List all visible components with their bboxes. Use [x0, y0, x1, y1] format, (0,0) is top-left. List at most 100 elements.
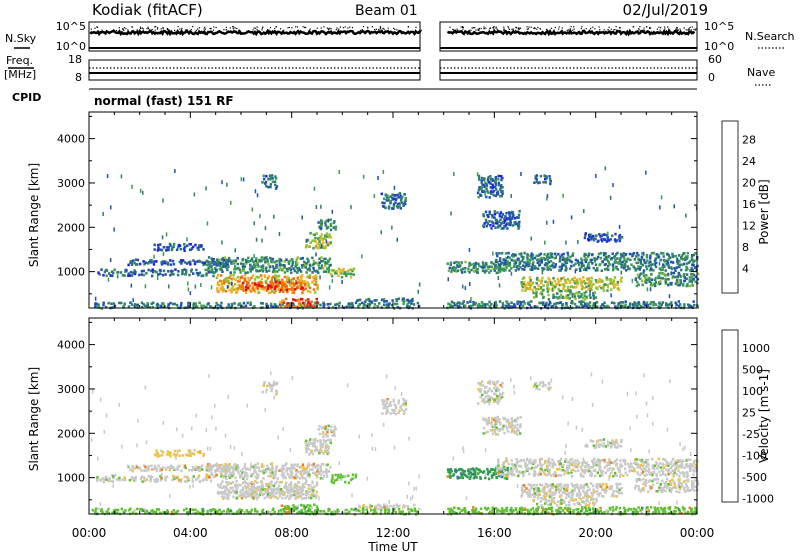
heatmap-cell: [581, 462, 584, 465]
heatmap-cell: [270, 304, 273, 308]
heatmap-cell: [270, 302, 273, 306]
heatmap-cell: [315, 447, 318, 450]
heatmap-cell: [498, 283, 501, 288]
heatmap-cell: [202, 263, 205, 267]
heatmap-cell: [387, 511, 390, 515]
heatmap-cell: [264, 260, 267, 264]
heatmap-cell: [349, 275, 353, 279]
heatmap-cell: [473, 511, 476, 514]
heatmap-cell: [287, 304, 290, 307]
heatmap-cell: [179, 304, 183, 307]
nsky-point: [309, 28, 311, 30]
heatmap-cell: [363, 303, 366, 306]
heatmap-cell: [621, 301, 625, 304]
heatmap-cell: [503, 509, 506, 512]
heatmap-cell: [227, 260, 230, 264]
heatmap-cell: [546, 268, 549, 271]
heatmap-cell: [522, 256, 525, 259]
heatmap-cell: [187, 261, 191, 264]
heatmap-cell: [387, 205, 391, 208]
heatmap-cell: [350, 268, 353, 271]
heatmap-cell: [322, 303, 325, 306]
heatmap-cell: [164, 260, 167, 264]
heatmap-cell: [512, 509, 515, 512]
heatmap-cell: [162, 246, 165, 249]
heatmap-cell: [238, 268, 241, 272]
heatmap-cell: [549, 281, 552, 286]
heatmap-cell: [251, 286, 254, 290]
heatmap-cell: [205, 473, 208, 476]
heatmap-cell: [505, 264, 508, 268]
heatmap-cell: [318, 261, 321, 264]
heatmap-cell: [237, 280, 240, 283]
heatmap-cell: [608, 506, 612, 510]
heatmap-cell: [447, 277, 449, 282]
heatmap-cell: [570, 471, 573, 474]
heatmap-cell: [395, 298, 398, 301]
heatmap-cell: [538, 260, 541, 263]
heatmap-cell: [257, 485, 260, 489]
heatmap-cell: [265, 256, 268, 259]
heatmap-cell: [261, 286, 265, 290]
heatmap-cell: [331, 476, 334, 480]
heatmap-cell: [183, 243, 186, 246]
power-ylabel: Slant Range [km]: [27, 163, 41, 267]
heatmap-cell: [489, 190, 493, 193]
heatmap-cell: [326, 235, 329, 238]
heatmap-cell: [136, 507, 139, 511]
heatmap-cell: [497, 271, 500, 274]
heatmap-cell: [612, 283, 615, 286]
heatmap-cell: [498, 214, 502, 218]
nsky-point: [212, 29, 215, 31]
heatmap-cell: [141, 306, 144, 309]
nsky-point: [316, 27, 318, 29]
heatmap-cell: [554, 265, 557, 268]
heatmap-cell: [270, 279, 273, 282]
heatmap-cell: [298, 485, 301, 489]
heatmap-cell: [605, 257, 608, 261]
nsky-point: [477, 28, 479, 30]
heatmap-cell: [446, 475, 449, 478]
heatmap-cell: [530, 256, 533, 259]
heatmap-cell: [284, 511, 287, 514]
heatmap-cell: [193, 468, 197, 471]
heatmap-cell: [298, 492, 302, 495]
heatmap-cell: [248, 488, 251, 492]
heatmap-cell: [293, 269, 297, 273]
heatmap-cell: [242, 281, 245, 285]
heatmap-cell: [270, 176, 272, 181]
heatmap-cell: [526, 260, 529, 264]
heatmap-cell: [638, 268, 641, 271]
heatmap-cell: [592, 297, 596, 300]
heatmap-cell: [413, 507, 417, 511]
heatmap-cell: [554, 474, 558, 477]
heatmap-cell: [217, 263, 220, 267]
heatmap-cell: [324, 221, 327, 224]
heatmap-cell: [329, 438, 332, 442]
heatmap-cell: [221, 463, 224, 467]
heatmap-cell: [164, 467, 168, 470]
heatmap-cell: [518, 220, 521, 224]
heatmap-cell: [245, 471, 248, 475]
heatmap-cell: [604, 252, 607, 255]
heatmap-cell: [309, 301, 312, 305]
colorbar-tick-label: 24: [742, 155, 756, 168]
heatmap-cell: [623, 510, 627, 513]
heatmap-cell: [324, 237, 327, 240]
heatmap-cell: [528, 461, 531, 464]
heatmap-cell: [607, 468, 610, 471]
heatmap-cell: [538, 471, 541, 474]
heatmap-cell: [370, 504, 373, 508]
heatmap-cell: [501, 189, 504, 193]
nsky-point: [483, 26, 485, 28]
heatmap-cell: [178, 464, 181, 468]
heatmap-cell: [447, 507, 450, 511]
heatmap-cell: [314, 236, 317, 240]
heatmap-cell: [514, 269, 517, 272]
heatmap-cell: [615, 267, 618, 270]
heatmap-cell: [511, 224, 515, 227]
heatmap-cell: [623, 305, 627, 309]
heatmap-cell: [129, 270, 133, 274]
nsky-point: [323, 26, 325, 28]
heatmap-cell: [611, 506, 614, 509]
